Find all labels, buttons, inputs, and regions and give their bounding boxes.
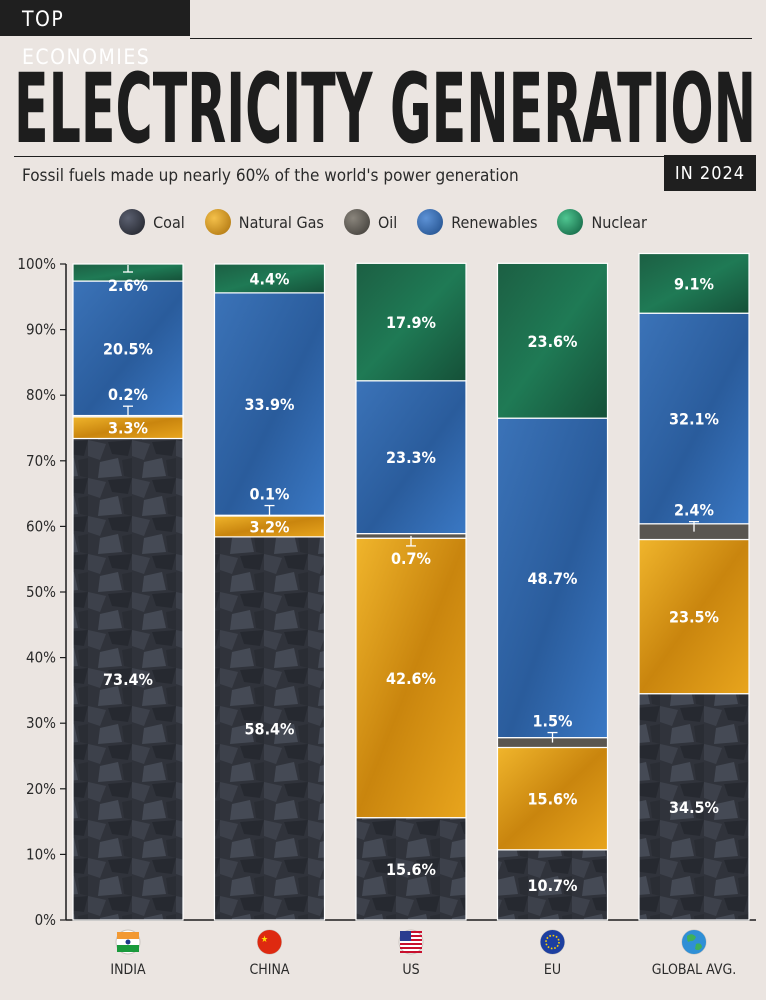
data-label: 23.6% (528, 332, 578, 351)
bar-segment-renewables (638, 312, 750, 525)
flag-canton (400, 931, 411, 941)
data-label: 4.4% (250, 269, 290, 288)
legend-label: Coal (153, 212, 185, 232)
year-badge: IN 2024 (664, 155, 756, 191)
legend-item-oil: Oil (343, 209, 398, 235)
flag-stripe (400, 951, 422, 953)
flag-stripe (400, 943, 422, 945)
data-label: 23.3% (386, 448, 436, 467)
data-label: 2.6% (108, 276, 148, 295)
y-tick-label: 50% (26, 583, 56, 601)
data-label: 3.3% (108, 419, 148, 438)
page-title: ELECTRICITY GENERATION (14, 44, 759, 149)
flag-star: ★ (261, 935, 268, 945)
flag-band (117, 945, 139, 952)
data-label: 23.5% (669, 608, 719, 627)
y-tick-label: 90% (26, 321, 56, 339)
bar-segment-nuclear (638, 252, 750, 314)
bar-segment-coal (355, 817, 467, 921)
legend-label: Oil (377, 212, 398, 232)
chart-canvas: 0% 10% 20% 30% 40% 50% 60% 70% 80% 90% 100% 73.4% 3.… (17, 252, 756, 978)
y-tick-label: 60% (26, 517, 56, 535)
legend-label: Renewables (451, 212, 538, 232)
data-label: 42.6% (386, 669, 436, 688)
data-label: 48.7% (528, 569, 578, 588)
bar-segment-renewables (213, 292, 326, 516)
data-label: 0.2% (108, 385, 148, 404)
bar-segment-coal (638, 693, 750, 921)
legend-item-renewables: Renewables (417, 209, 537, 235)
flag-field (257, 930, 282, 954)
data-label: 0.1% (250, 485, 290, 504)
renewables-icon (417, 209, 444, 235)
legend: Coal Natural Gas Oil Renewables Nuclear (0, 208, 766, 236)
kicker-label: TOP ECONOMIES (0, 0, 190, 69)
bar-segment-coal (496, 849, 609, 921)
data-label: 33.9% (245, 395, 295, 414)
bar-segment-nuclear (496, 262, 609, 419)
y-tick-label: 40% (26, 649, 56, 667)
category-label: GLOBAL AVG. (652, 962, 737, 978)
data-label: 20.5% (103, 339, 153, 358)
bar-segment-natural-gas (638, 538, 750, 695)
legend-item-natural-gas: Natural Gas (204, 209, 324, 235)
oil-icon (343, 209, 370, 235)
stacked-bar-chart: 0% 10% 20% 30% 40% 50% 60% 70% 80% 90% 100% 73.4% 3.… (0, 250, 766, 1000)
globe-land (687, 934, 702, 951)
y-tick-label: 10% (26, 845, 56, 863)
data-label: 73.4% (103, 670, 153, 689)
bar-segment-renewables (496, 417, 609, 739)
legend-label: Natural Gas (238, 212, 324, 232)
flag-stripe (400, 947, 422, 949)
data-label: 15.6% (386, 860, 436, 879)
data-label: 0.7% (391, 549, 431, 568)
bar-segment-nuclear (213, 263, 326, 294)
flag-band (117, 932, 139, 939)
y-tick-label: 70% (26, 452, 56, 470)
data-label: 10.7% (528, 876, 578, 895)
y-tick-label: 80% (26, 386, 56, 404)
data-label: 32.1% (669, 409, 719, 428)
subtitle-rule (14, 156, 752, 157)
data-label: 9.1% (674, 274, 714, 293)
data-label: 2.4% (674, 501, 714, 520)
header-rule (190, 38, 752, 39)
category-label: US (402, 962, 419, 978)
nuclear-icon (557, 209, 584, 235)
data-label: 34.5% (669, 798, 719, 817)
data-label: 15.6% (528, 790, 578, 809)
y-tick-label: 30% (26, 714, 56, 732)
flag-field (540, 930, 565, 954)
globe-sea (682, 930, 706, 954)
coal-icon (119, 209, 146, 235)
title-text: ELECTRICITY GENERATION (14, 53, 756, 149)
bar-segment-coal (72, 437, 184, 921)
bar-segment-natural-gas (496, 746, 609, 851)
subtitle: Fossil fuels made up nearly 60% of the w… (22, 166, 519, 186)
category-label: EU (544, 962, 561, 978)
category-label: CHINA (249, 962, 289, 978)
bar-segment-natural-gas (355, 537, 467, 819)
flag-wheel (125, 939, 131, 945)
y-tick-label: 100% (17, 255, 56, 273)
flag-stars (545, 934, 560, 950)
data-label: 58.4% (245, 719, 295, 738)
legend-label: Nuclear (591, 212, 647, 232)
data-label: 1.5% (533, 712, 573, 731)
data-label: 17.9% (386, 313, 436, 332)
data-label: 3.2% (250, 517, 290, 536)
category-label: INDIA (110, 962, 146, 978)
bar-segment-coal (213, 536, 326, 921)
bar-segment-nuclear (355, 262, 467, 382)
y-tick-label: 0% (35, 911, 57, 929)
legend-item-coal: Coal (119, 209, 185, 235)
natural-gas-icon (204, 209, 231, 235)
y-tick-label: 20% (26, 780, 56, 798)
legend-item-nuclear: Nuclear (557, 209, 647, 235)
bar-segment-renewables (355, 380, 467, 535)
